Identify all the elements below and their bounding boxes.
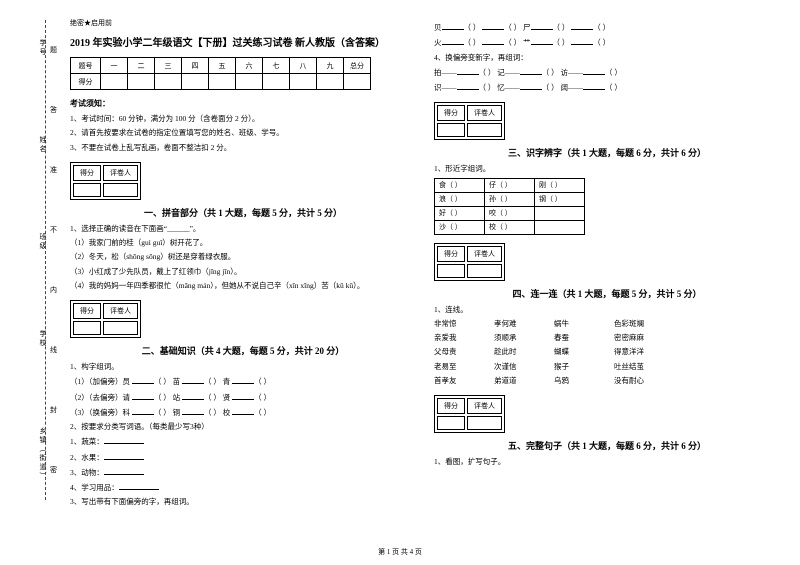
sec1-i2: （2）冬天，松（shōng sōng）树还是穿着绿衣服。 <box>70 251 416 262</box>
vlabel-xiangzhen: 乡镇（街道） <box>38 427 48 481</box>
rt-q4: 4、换偏旁变新字，再组词： <box>434 52 780 63</box>
vlabel-xuehao: 学号 <box>38 39 48 57</box>
notice-3: 3、不要在试卷上乱写乱画，卷面不整洁扣 2 分。 <box>70 142 416 153</box>
page-footer: 第 1 页 共 4 页 <box>0 547 800 557</box>
sec2-cat2: 2、水果： <box>70 451 416 463</box>
vlabel-banji: 班级 <box>38 233 48 251</box>
sec2-cat3: 3、动物： <box>70 466 416 478</box>
exam-title: 2019 年实验小学二年级语文【下册】过关练习试卷 新人教版（含答案） <box>70 34 416 49</box>
notice-1: 1、考试时间：60 分钟，满分为 100 分（含卷面分 2 分）。 <box>70 113 416 124</box>
sec4-q: 1、连线。 <box>434 304 780 315</box>
sec1-i3: （3）小红成了少先队员，戴上了红领巾（jīng jīn）。 <box>70 266 416 277</box>
scorebox-2: 得分评卷人 <box>70 300 141 338</box>
notice-title: 考试须知： <box>70 98 416 109</box>
rt-row2: 火（ ） （ ） 艹（ ） （ ） <box>434 36 780 48</box>
section-4-title: 四、连一连（共 1 大题，每题 5 分，共计 5 分） <box>434 287 780 300</box>
rt-i2: 识——（ ） 忆——（ ） 阔——（ ） <box>434 81 780 93</box>
section-5-title: 五、完整句子（共 1 大题，每题 6 分，共计 6 分） <box>434 439 780 452</box>
sec3-q: 1、形近字组词。 <box>434 163 780 174</box>
scorebox-3: 得分评卷人 <box>434 102 505 140</box>
sec2-q1: 1、构字组词。 <box>70 361 416 372</box>
score-row-label: 题号 <box>71 58 101 74</box>
sec1-q: 1、选择正确的读音在下面画“______”。 <box>70 223 416 234</box>
sec1-i4: （4）我的妈妈一年四季都很忙（māng mán），但她从不说自己辛（xīn xī… <box>70 280 416 291</box>
section-3-title: 三、识字辨字（共 1 大题，每题 6 分，共计 6 分） <box>434 146 780 159</box>
sec3-table: 食（ ）仔（ ）刚（ ） 浪（ ）孙（ ）钢（ ） 好（ ）咬（ ） 沙（ ）校… <box>434 178 585 235</box>
sec1-i1: （1）我家门前的桂（guì guǐ）树开花了。 <box>70 237 416 248</box>
score-table: 题号 一 二 三 四 五 六 七 八 九 总分 得分 <box>70 57 371 90</box>
secret-label: 绝密★启用前 <box>70 18 416 28</box>
sec2-cat1: 1、蔬菜： <box>70 435 416 447</box>
scorebox-1: 得分评卷人 <box>70 162 141 200</box>
left-column: 绝密★启用前 2019 年实验小学二年级语文【下册】过关练习试卷 新人教版（含答… <box>70 18 416 511</box>
section-2-title: 二、基础知识（共 4 大题，每题 5 分，共计 20 分） <box>70 344 416 357</box>
sec4-grid: 非常惊孝何难蜗牛色彩斑斓 亲爱我须顺承春蚕密密麻麻 父母责趁此时蝴蝶得意洋洋 老… <box>434 318 780 386</box>
scorebox-4: 得分评卷人 <box>434 243 505 281</box>
sec2-q2: 2、按要求分类写词语。（每类最少写3种） <box>70 421 416 432</box>
sec4-r4: 老易至次谨信猴子吐丝结茧 <box>434 361 780 372</box>
sec2-row1: （1）（加偏旁）员 （ ） 苗 （ ） 青 （ ） <box>70 375 416 387</box>
score-row2-label: 得分 <box>71 74 101 90</box>
scorebox-5: 得分评卷人 <box>434 395 505 433</box>
sec4-r3: 父母责趁此时蝴蝶得意洋洋 <box>434 346 780 357</box>
right-column: 贝（ ） （ ） 尸（ ） （ ） 火（ ） （ ） 艹（ ） （ ） 4、换偏… <box>434 18 780 511</box>
notice-2: 2、请首先按要求在试卷的指定位置填写您的姓名、班级、学号。 <box>70 127 416 138</box>
sec4-r2: 亲爱我须顺承春蚕密密麻麻 <box>434 332 780 343</box>
sec5-q: 1、看图，扩写句子。 <box>434 456 780 467</box>
section-1-title: 一、拼音部分（共 1 大题，每题 5 分，共计 5 分） <box>70 206 416 219</box>
page-content: 绝密★启用前 2019 年实验小学二年级语文【下册】过关练习试卷 新人教版（含答… <box>70 18 780 511</box>
vlabel-xingming: 姓名 <box>38 136 48 154</box>
sec4-r5: 首孝友弟道道乌鸦没有耐心 <box>434 375 780 386</box>
sec2-row2: （2）（去偏旁）请 （ ） 站 （ ） 贤 （ ） <box>70 391 416 403</box>
sec2-q3: 3、写出带有下面偏旁的字，再组词。 <box>70 496 416 507</box>
rt-row1: 贝（ ） （ ） 尸（ ） （ ） <box>434 21 780 33</box>
sec4-r1: 非常惊孝何难蜗牛色彩斑斓 <box>434 318 780 329</box>
seal-line <box>45 20 46 500</box>
sec2-cat4: 4、学习用品： <box>70 481 416 493</box>
rt-i1: 拍——（ ） 记——（ ） 访——（ ） <box>434 66 780 78</box>
seal-text: 题 答 准 不 内 线 封 密 <box>50 20 62 500</box>
sec2-row3: （3）（换偏旁）科 （ ） 铜 （ ） 校 （ ） <box>70 406 416 418</box>
vlabel-xuexiao: 学校 <box>38 330 48 348</box>
